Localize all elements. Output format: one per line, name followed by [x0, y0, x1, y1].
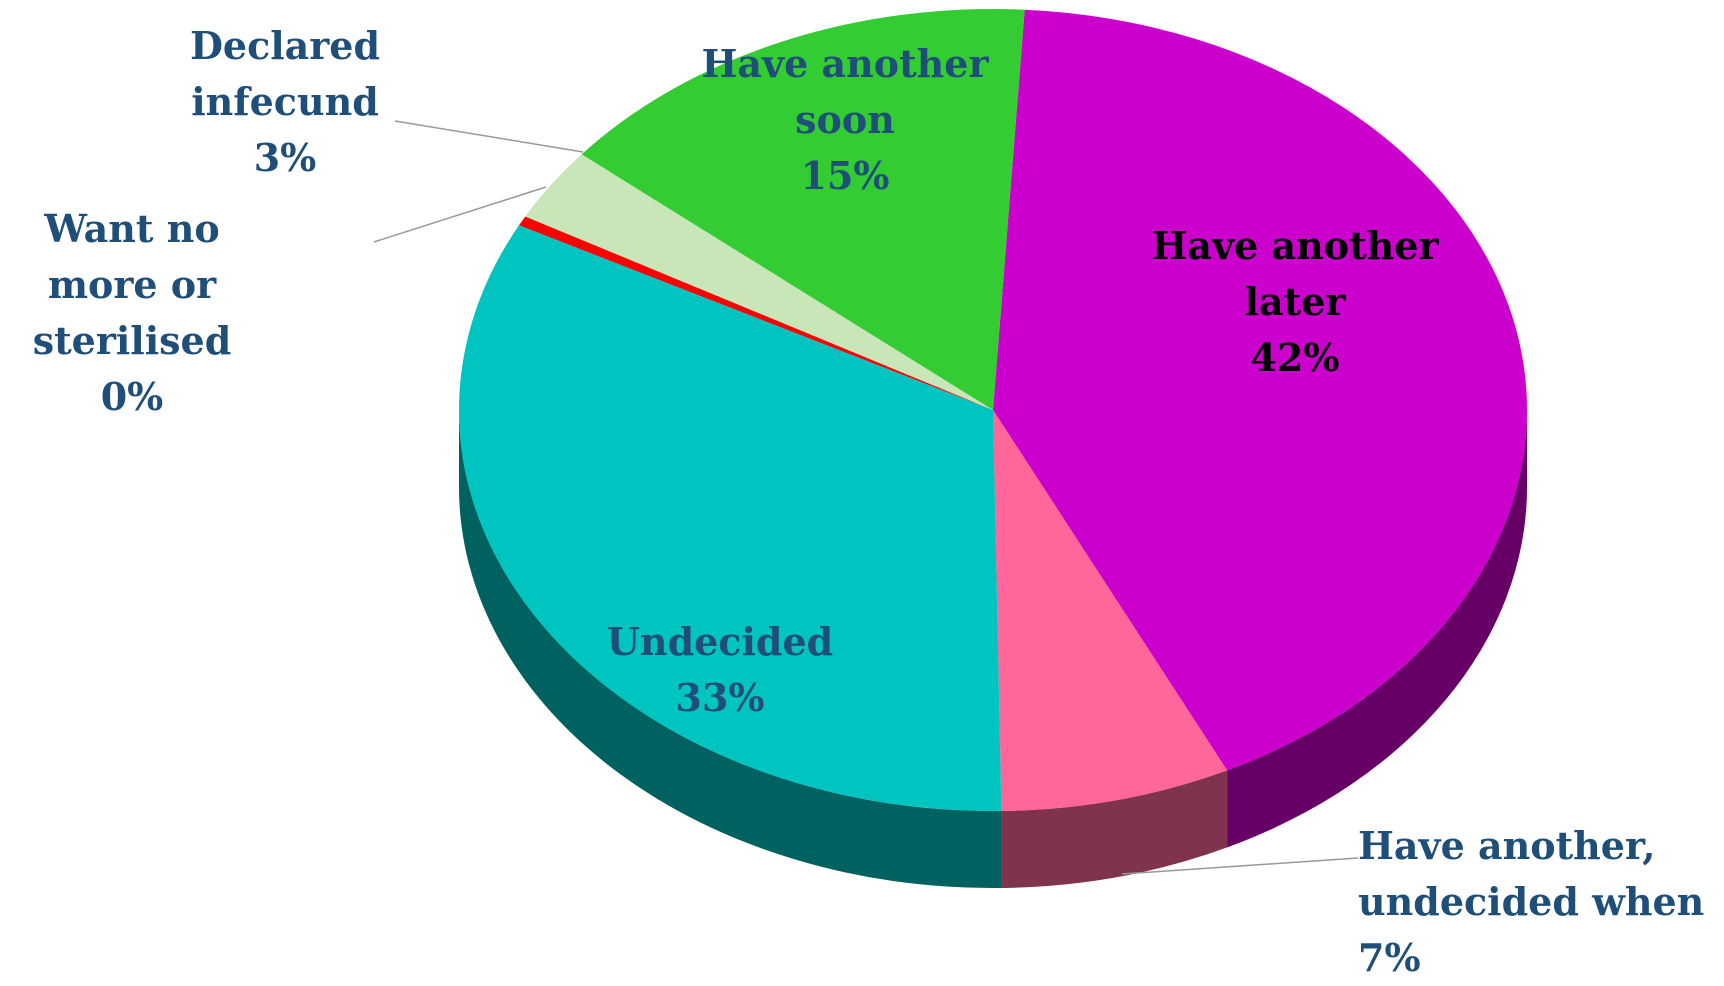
category-label: Have another, undecided when: [1358, 823, 1705, 924]
slice: [519, 216, 993, 410]
slice: [581, 9, 1025, 410]
category-label: Declared infecund: [189, 23, 381, 124]
slice: [993, 410, 1228, 811]
slice-label: Have another, undecided when 7%: [1358, 818, 1724, 986]
category-label: Undecided: [606, 619, 834, 664]
category-label: Have another soon: [701, 41, 989, 142]
category-label: Want no more or sterilised: [32, 206, 232, 363]
slice: [525, 154, 993, 410]
value-label: 0%: [100, 374, 164, 419]
value-label: 42%: [1250, 335, 1340, 380]
slice-label: Declared infecund 3%: [160, 18, 410, 186]
slice-side-shade: [1001, 770, 1228, 888]
chart: [373, 9, 1528, 888]
category-label: Have another later: [1151, 223, 1439, 324]
slice-side-shade: [1227, 410, 1527, 848]
slice-label: Have another later 42%: [1100, 218, 1490, 386]
slice-label: Want no more or sterilised 0%: [0, 201, 264, 425]
slice-label: Have another soon 15%: [660, 36, 1030, 204]
slice: [993, 9, 1528, 771]
value-label: 33%: [675, 675, 765, 720]
value-label: 15%: [800, 153, 890, 198]
slice: [459, 225, 1002, 811]
leader-line: [1121, 857, 1359, 875]
slice-label: Undecided 33%: [560, 614, 880, 726]
slice-side-shade: [459, 410, 1002, 888]
value-label: 3%: [253, 135, 317, 180]
leader-line: [373, 186, 547, 243]
leader-line: [394, 120, 584, 153]
page: (() => { const data = JSON.parse(documen…: [0, 9, 1705, 980]
value-label: 7%: [1358, 935, 1421, 980]
